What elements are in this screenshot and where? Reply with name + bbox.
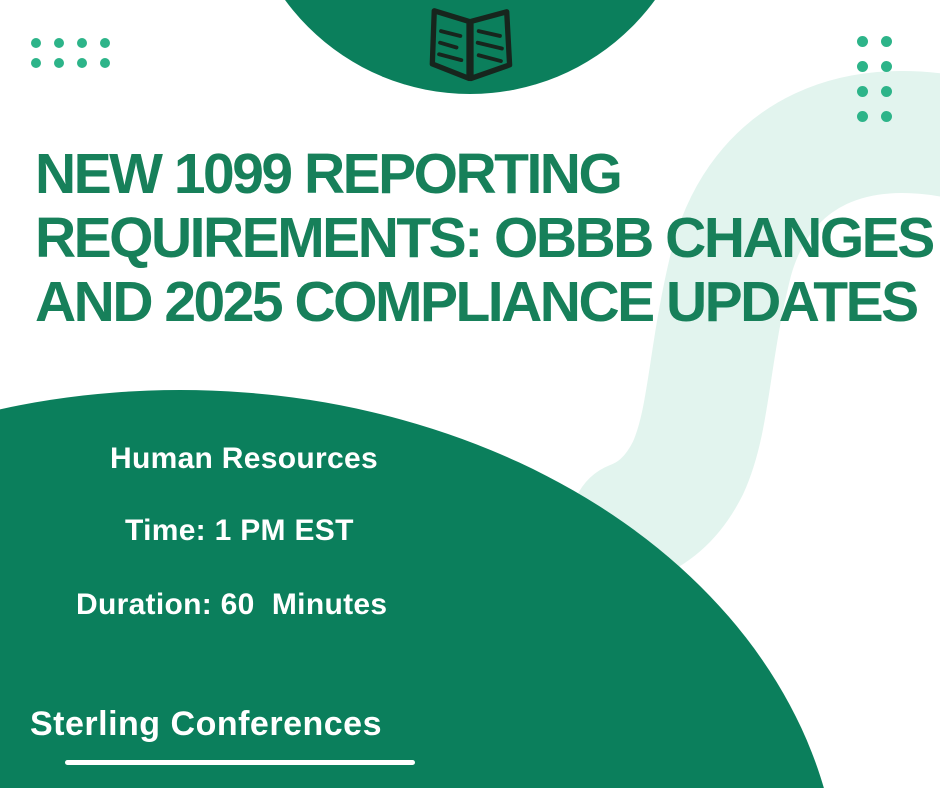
dot <box>100 38 110 48</box>
dot <box>857 36 868 47</box>
dot <box>31 58 41 68</box>
poster-title: NEW 1099 REPORTING REQUIREMENTS: OBBB CH… <box>35 142 935 334</box>
title-line-3: AND 2025 COMPLIANCE UPDATES <box>35 270 919 334</box>
track-label: Human Resources <box>110 442 378 475</box>
dot <box>857 86 868 97</box>
title-line-2: REQUIREMENTS: OBBB CHANGES <box>35 206 935 270</box>
dot <box>31 38 41 48</box>
dot <box>77 38 87 48</box>
title-line-1: NEW 1099 REPORTING <box>35 142 623 206</box>
dot <box>881 111 892 122</box>
dot <box>881 36 892 47</box>
time-label: Time: 1 PM EST <box>125 514 354 547</box>
dot <box>100 58 110 68</box>
dot <box>857 61 868 72</box>
dots-pattern-left <box>31 38 110 68</box>
dot <box>77 58 87 68</box>
dot <box>881 61 892 72</box>
brand-underline <box>65 760 415 765</box>
dot <box>881 86 892 97</box>
duration-label: Duration: 60 Minutes <box>76 588 388 621</box>
dot <box>54 38 64 48</box>
dot <box>857 111 868 122</box>
dot <box>54 58 64 68</box>
dots-pattern-right <box>857 36 892 122</box>
brand-name: Sterling Conferences <box>30 705 382 743</box>
open-book-icon <box>429 8 513 82</box>
